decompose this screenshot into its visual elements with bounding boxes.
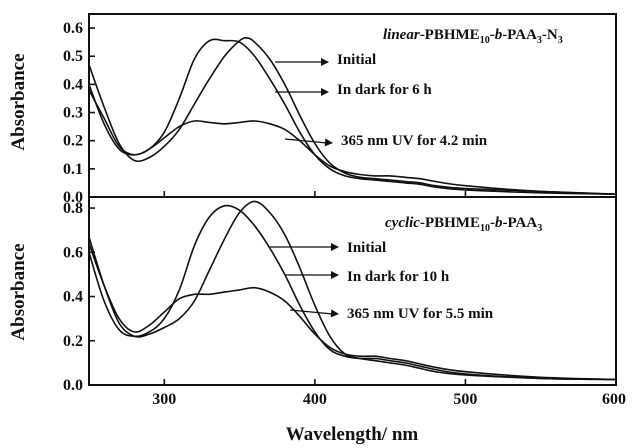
bottom-series-line-2 <box>88 243 617 381</box>
top-y-axis-label: Absorbance <box>8 53 29 150</box>
top-panel: 0.0 0.1 0.2 0.3 0.4 0.5 0.6 linear-PBHME10-b-P… <box>8 13 617 206</box>
top-arrowhead-2 <box>324 138 333 147</box>
bottom-x-ticks: 300 400 500 600 <box>152 379 626 408</box>
bottom-panel-title: cyclic-PBHME10-b-PAA3 <box>385 215 542 234</box>
top-y-tick-label: 0.0 <box>63 189 83 206</box>
x-tick-label: 500 <box>453 391 477 408</box>
top-title-part: -PAA <box>502 27 537 43</box>
top-panel-title: linear-PBHME10-b-PAA3-N3 <box>383 27 563 46</box>
bottom-arrowhead-1 <box>331 271 339 279</box>
top-title-part: b <box>495 27 503 43</box>
top-arrow-line-2 <box>284 138 328 144</box>
bottom-panel: 0.0 0.2 0.4 0.6 0.8 300 400 500 600 cyclic-PBHM… <box>8 196 626 445</box>
top-title-part: linear <box>383 27 420 43</box>
top-title-part: -N <box>542 27 558 43</box>
bottom-title-part: cyclic <box>385 215 420 231</box>
top-y-tick-label: 0.2 <box>63 133 83 150</box>
bottom-arrow-line-2 <box>289 309 334 315</box>
bottom-y-tick-label: 0.8 <box>63 200 83 217</box>
top-annotation-initial: Initial <box>337 52 376 68</box>
bottom-annotation-uv: 365 nm UV for 5.5 min <box>347 306 494 322</box>
bottom-annotation-dark: In dark for 10 h <box>347 269 450 285</box>
bottom-annotation-initial: Initial <box>347 240 386 256</box>
bottom-y-tick-label: 0.2 <box>63 333 83 350</box>
top-y-tick-label: 0.3 <box>63 105 83 122</box>
bottom-y-tick-label: 0.4 <box>63 289 83 306</box>
bottom-arrowhead-0 <box>331 243 339 251</box>
x-tick-label: 600 <box>602 391 626 408</box>
bottom-curves <box>88 200 617 381</box>
top-title-part: -PBHME <box>420 27 480 43</box>
bottom-title-part: 3 <box>537 223 542 234</box>
top-y-tick-label: 0.5 <box>63 48 83 65</box>
top-curves <box>88 37 617 195</box>
bottom-arrows <box>270 243 339 318</box>
top-series-line-0 <box>88 37 617 195</box>
bottom-title-part: -PAA <box>502 215 537 231</box>
bottom-y-ticks: 0.0 0.2 0.4 0.6 0.8 <box>63 200 95 394</box>
bottom-series-line-0 <box>88 200 617 381</box>
top-title-part: 3 <box>537 35 542 46</box>
bottom-arrowhead-2 <box>330 309 339 318</box>
top-annotation-uv: 365 nm UV for 4.2 min <box>341 133 488 149</box>
top-arrows <box>275 58 333 147</box>
top-title-part: 10 <box>480 35 490 46</box>
top-y-ticks: 0.0 0.1 0.2 0.3 0.4 0.5 0.6 <box>63 20 467 206</box>
bottom-series-line-1 <box>88 204 617 381</box>
top-series-line-2 <box>88 89 617 195</box>
top-y-tick-label: 0.4 <box>63 76 83 93</box>
bottom-y-tick-label: 0.0 <box>63 377 83 394</box>
bottom-title-part: - <box>490 215 495 231</box>
bottom-title-part: b <box>495 215 503 231</box>
top-arrowhead-1 <box>321 88 329 96</box>
x-tick-label: 400 <box>303 391 327 408</box>
top-title-part: 3 <box>558 35 563 46</box>
x-tick-label: 300 <box>152 391 176 408</box>
bottom-title-part: 10 <box>480 223 490 234</box>
bottom-title-part: -PBHME <box>420 215 480 231</box>
bottom-y-tick-label: 0.6 <box>63 244 83 261</box>
top-y-tick-label: 0.6 <box>63 20 83 37</box>
x-axis-label: Wavelength/ nm <box>286 424 419 445</box>
bottom-y-axis-label: Absorbance <box>8 243 29 340</box>
top-arrowhead-0 <box>321 58 329 66</box>
bottom-plot-frame <box>88 196 617 386</box>
top-annotation-dark: In dark for 6 h <box>337 82 432 98</box>
top-title-part: - <box>490 27 495 43</box>
top-y-tick-label: 0.1 <box>63 161 83 178</box>
